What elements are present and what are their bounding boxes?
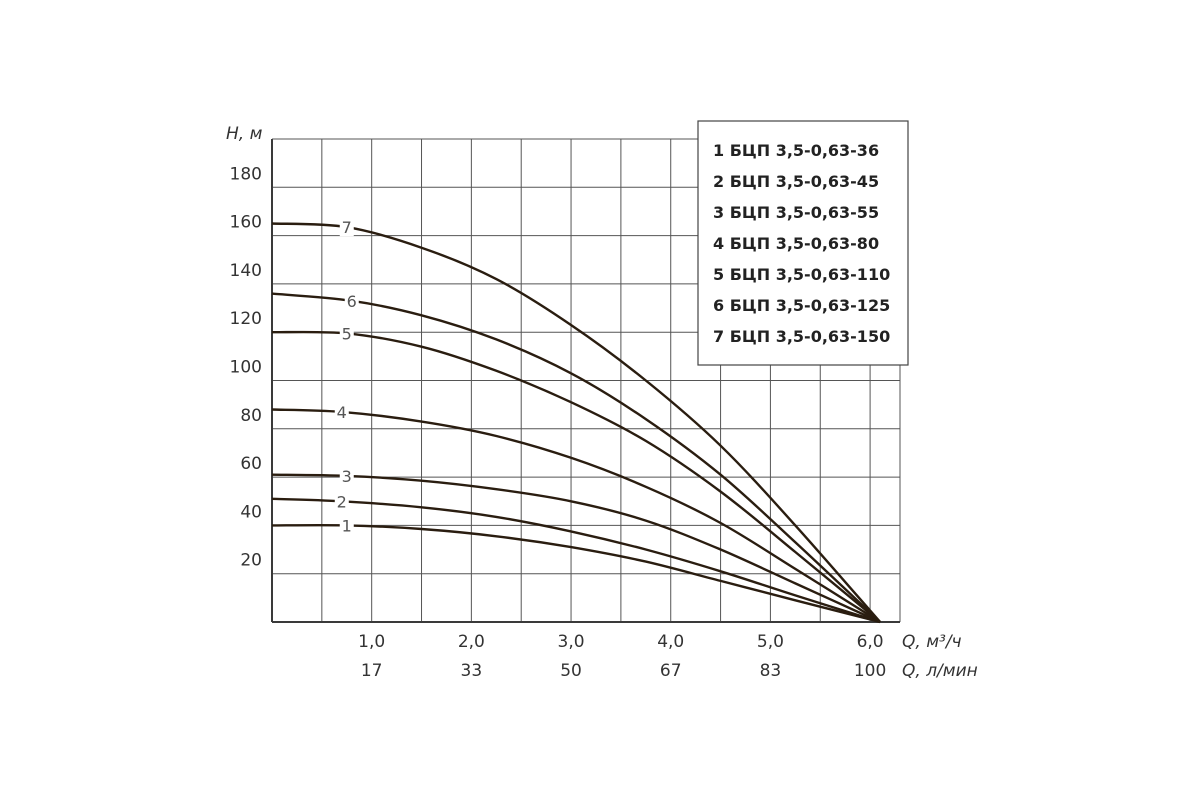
curve-label: 2 [337,492,347,511]
pump-curve-4 [271,408,881,624]
y-tick-label: 40 [240,502,262,522]
y-tick-label: 20 [240,551,262,571]
legend-entry: 1 БЦП 3,5-0,63-36 [713,141,879,160]
curve-label: 3 [342,467,352,486]
curve-label-background [344,290,359,310]
x-tick-label-secondary: 67 [660,661,682,681]
curve-label-background [339,465,354,485]
grid [272,138,901,622]
pump-curves: 1 2 3 4 5 6 7 [271,217,881,624]
x-tick-label-secondary: 33 [461,661,483,681]
curve-label-background [339,217,354,237]
y-axis-title: H, м [226,124,263,144]
curve-label: 4 [337,403,347,422]
y-tick-label: 180 [230,164,262,184]
x-tick-label-primary: 2,0 [458,632,485,652]
x-tick-label-primary: 1,0 [358,632,385,652]
curve-label: 1 [342,516,352,535]
legend: 1 БЦП 3,5-0,63-36 2 БЦП 3,5-0,63-45 3 БЦ… [697,120,909,366]
x-tick-label-secondary: 50 [560,661,582,681]
y-tick-label: 160 [230,213,262,233]
y-tick-label: 120 [230,309,262,329]
x-tick-label-primary: 5,0 [757,632,784,652]
pump-curve-1 [271,523,881,624]
x-tick-label-secondary: 83 [760,661,782,681]
legend-box [697,120,909,366]
y-tick-label: 80 [240,406,262,426]
x-tick-label-secondary: 17 [361,661,383,681]
curve-label-background [334,491,349,511]
x-tick-label-primary: 6,0 [857,632,884,652]
legend-entry: 3 БЦП 3,5-0,63-55 [713,203,879,222]
legend-entry: 4 БЦП 3,5-0,63-80 [713,234,879,253]
legend-entry: 6 БЦП 3,5-0,63-125 [713,296,890,315]
x-tick-label-secondary: 100 [854,661,886,681]
curve-label-background [334,401,349,421]
curve-label-background [339,515,354,535]
axes [271,139,900,623]
curve-label: 5 [342,324,352,343]
y-tick-label: 60 [240,454,262,474]
x-axis-title-secondary: Q, л/мин [902,661,978,681]
legend-entry: 7 БЦП 3,5-0,63-150 [713,327,890,346]
pump-curve-7 [271,222,881,623]
curve-label-background [339,323,354,343]
x-tick-label-primary: 3,0 [558,632,585,652]
curve-label: 6 [347,292,357,311]
pump-curve-3 [271,473,881,624]
curve-label: 7 [342,218,352,237]
legend-entry: 2 БЦП 3,5-0,63-45 [713,172,879,191]
y-tick-label: 100 [230,358,262,378]
tick-labels: 204060801001201401601801,0172,0333,0504,… [230,164,887,681]
pump-curve-6 [271,292,881,623]
legend-entry: 5 БЦП 3,5-0,63-110 [713,265,890,284]
pump-curve-5 [271,330,881,623]
x-axis-title-primary: Q, м³/ч [902,632,962,652]
y-tick-label: 140 [230,261,262,281]
x-tick-label-primary: 4,0 [657,632,684,652]
pump-curve-2 [271,497,881,624]
